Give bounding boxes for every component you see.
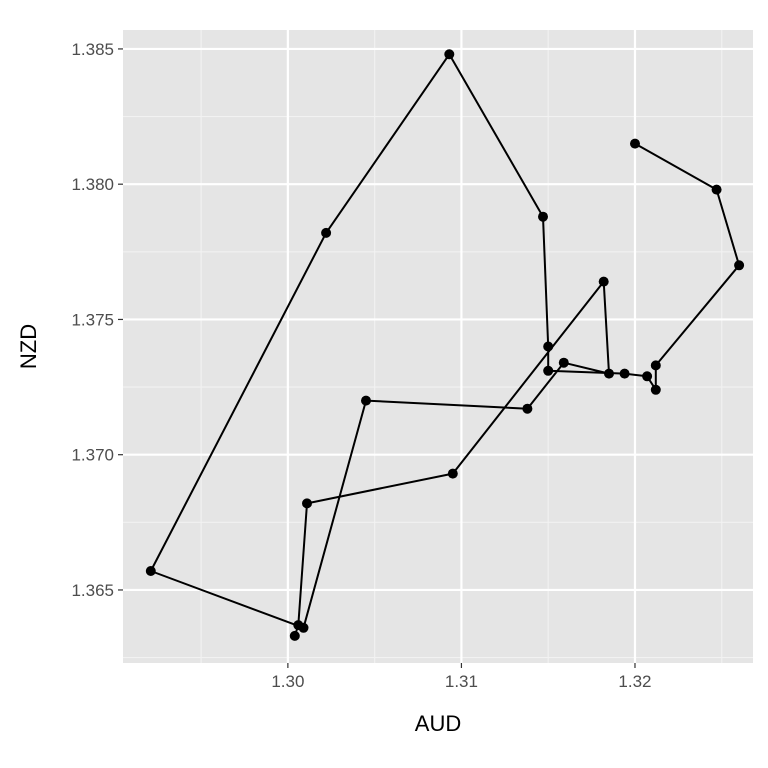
data-point — [558, 357, 569, 368]
data-point — [321, 227, 332, 238]
data-point — [711, 184, 722, 195]
data-point — [293, 620, 304, 631]
x-tick-label: 1.31 — [445, 672, 478, 691]
data-point — [619, 368, 630, 379]
y-axis-ticks: 1.365 1.370 1.375 1.380 1.385 — [71, 40, 123, 600]
data-point — [522, 403, 533, 414]
data-point — [604, 368, 614, 379]
data-point — [444, 49, 455, 60]
data-point — [650, 360, 661, 371]
y-tick-label: 1.365 — [71, 581, 114, 600]
y-tick-label: 1.380 — [71, 175, 114, 194]
y-tick-label: 1.370 — [71, 446, 114, 465]
data-point — [361, 395, 371, 406]
x-axis-ticks: 1.30 1.31 1.32 — [271, 663, 652, 691]
data-point — [630, 138, 640, 149]
data-point — [642, 371, 653, 382]
data-point — [734, 260, 745, 271]
data-point — [145, 566, 156, 576]
x-tick-label: 1.30 — [271, 672, 304, 691]
series-points — [145, 49, 745, 641]
major-gridlines — [123, 30, 753, 663]
data-point — [650, 384, 661, 395]
y-tick-label: 1.375 — [71, 310, 114, 329]
y-axis-title: NZD — [16, 324, 41, 369]
plot-panel — [123, 30, 753, 663]
y-tick-label: 1.385 — [71, 40, 114, 59]
minor-gridlines — [123, 30, 753, 663]
data-point — [543, 341, 554, 352]
data-point — [302, 498, 312, 509]
x-tick-label: 1.32 — [618, 672, 651, 691]
data-point — [538, 211, 548, 222]
data-point — [289, 630, 300, 641]
data-point — [598, 276, 609, 287]
data-point — [543, 365, 554, 376]
x-axis-title: AUD — [415, 711, 461, 736]
data-point — [447, 468, 458, 479]
